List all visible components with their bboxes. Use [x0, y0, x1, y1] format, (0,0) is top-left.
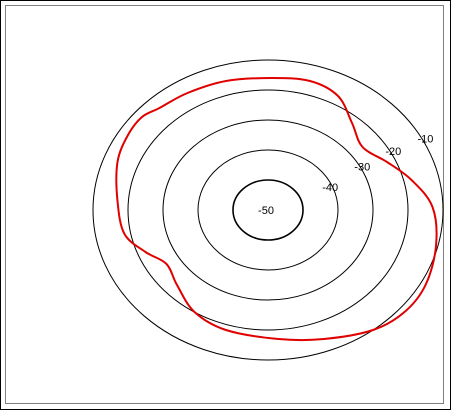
contour-label-neg10: -10 [418, 134, 434, 146]
contour-lines [92, 59, 444, 361]
contour-labels: -50 -40 -30 -20 -10 [258, 134, 433, 218]
contour-label-neg20: -20 [385, 146, 401, 158]
contour-line-neg50 [232, 179, 304, 241]
contour-label-neg50: -50 [258, 205, 274, 217]
contour-line-neg40 [197, 149, 339, 271]
contour-line-neg10 [92, 59, 444, 361]
contour-line-neg20 [127, 89, 409, 331]
contour-label-neg30: -30 [354, 162, 370, 174]
red-boundary-curve [115, 76, 438, 342]
plot-area [5, 5, 444, 404]
contour-line-neg30 [162, 119, 374, 301]
contour-label-neg40: -40 [322, 182, 338, 194]
